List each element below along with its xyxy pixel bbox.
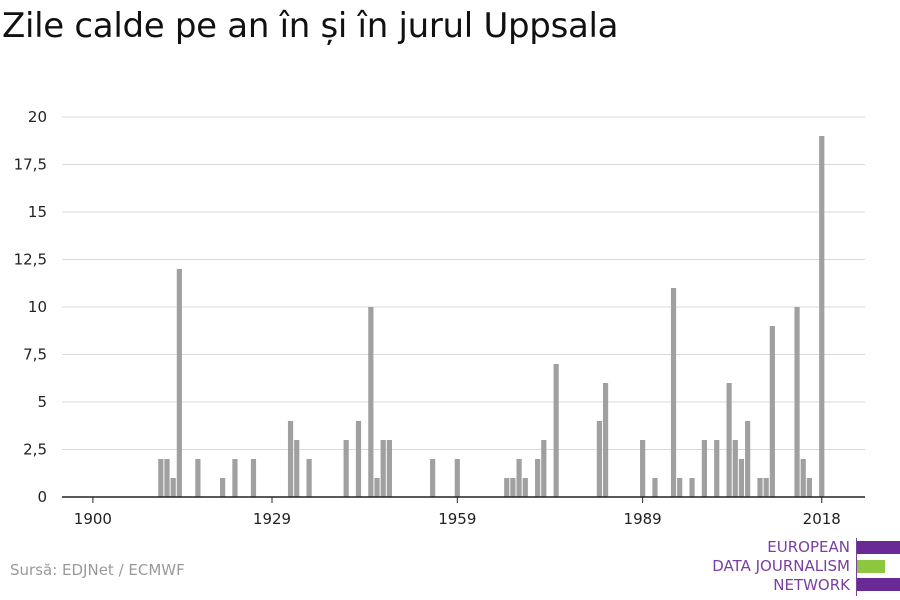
bar: [510, 478, 516, 497]
x-tick-label: 1900: [74, 510, 112, 528]
bar: [701, 440, 707, 497]
bar: [170, 478, 176, 497]
bar: [386, 440, 392, 497]
y-axis-tick-labels: 0 2,5 5 7,5 10 12,5 15 17,5 20: [14, 108, 47, 506]
bar: [294, 440, 300, 497]
bar: [652, 478, 658, 497]
y-tick-label: 2,5: [23, 441, 47, 459]
bar: [454, 459, 460, 497]
bar: [738, 459, 745, 497]
bar: [714, 440, 720, 497]
bar: [794, 307, 800, 497]
bar: [732, 440, 738, 497]
bar: [800, 459, 806, 497]
bar: [677, 478, 683, 497]
bar: [763, 478, 769, 497]
bar: [164, 459, 170, 497]
logo-text-line: NETWORK: [773, 576, 850, 594]
logo-divider: [856, 538, 857, 596]
bar: [343, 440, 349, 497]
bar: [553, 364, 559, 497]
bar: [602, 383, 609, 497]
y-tick-label: 12,5: [14, 251, 47, 269]
y-tick-label: 0: [37, 488, 47, 506]
bar: [287, 421, 294, 497]
logo-bar-green: [857, 560, 885, 573]
x-tick-label: 2018: [803, 510, 841, 528]
bar: [769, 326, 775, 497]
bar: [380, 440, 386, 497]
bar: [504, 478, 510, 497]
bar: [689, 478, 695, 497]
bar: [806, 478, 813, 497]
bar: [355, 421, 362, 497]
y-tick-label: 15: [28, 203, 47, 221]
gridlines: [62, 116, 865, 450]
y-tick-label: 5: [37, 393, 47, 411]
bar: [745, 421, 751, 497]
logo-bar-purple: [857, 578, 900, 591]
bar: [535, 459, 541, 497]
bar: [596, 421, 602, 497]
bar: [819, 136, 825, 497]
x-axis-tick-labels: 1900 1929 1959 1989 2018: [74, 510, 841, 528]
y-tick-label: 20: [28, 108, 47, 126]
y-tick-label: 17,5: [14, 156, 47, 174]
bar: [232, 459, 238, 497]
bar: [374, 478, 380, 497]
x-tick-label: 1989: [624, 510, 662, 528]
logo-text-line: EUROPEAN: [767, 538, 850, 556]
bar: [516, 459, 522, 497]
bar: [726, 383, 732, 497]
bar: [220, 478, 226, 497]
bar: [368, 307, 374, 497]
y-tick-label: 10: [28, 298, 47, 316]
bar: [195, 459, 201, 497]
bar: [306, 459, 312, 497]
x-tick-label: 1959: [438, 510, 476, 528]
x-axis: [62, 496, 865, 503]
bar: [541, 440, 547, 497]
bar: [757, 478, 763, 497]
y-tick-label: 7,5: [23, 346, 47, 364]
logo-text-line: DATA JOURNALISM: [712, 557, 850, 575]
chart-title: Zile calde pe an în și în jurul Uppsala: [2, 6, 619, 46]
edjnet-logo: EUROPEAN DATA JOURNALISM NETWORK: [700, 538, 900, 596]
x-tick-label: 1929: [253, 510, 291, 528]
bar: [250, 459, 257, 497]
bar: [158, 459, 164, 497]
bar: [522, 478, 528, 497]
bar: [670, 288, 677, 497]
bars: [158, 136, 825, 497]
logo-bar-purple: [857, 541, 900, 554]
bar: [430, 459, 436, 497]
bar: [640, 440, 646, 497]
bar: [176, 269, 182, 497]
source-note: Sursă: EDJNet / ECMWF: [10, 561, 185, 579]
